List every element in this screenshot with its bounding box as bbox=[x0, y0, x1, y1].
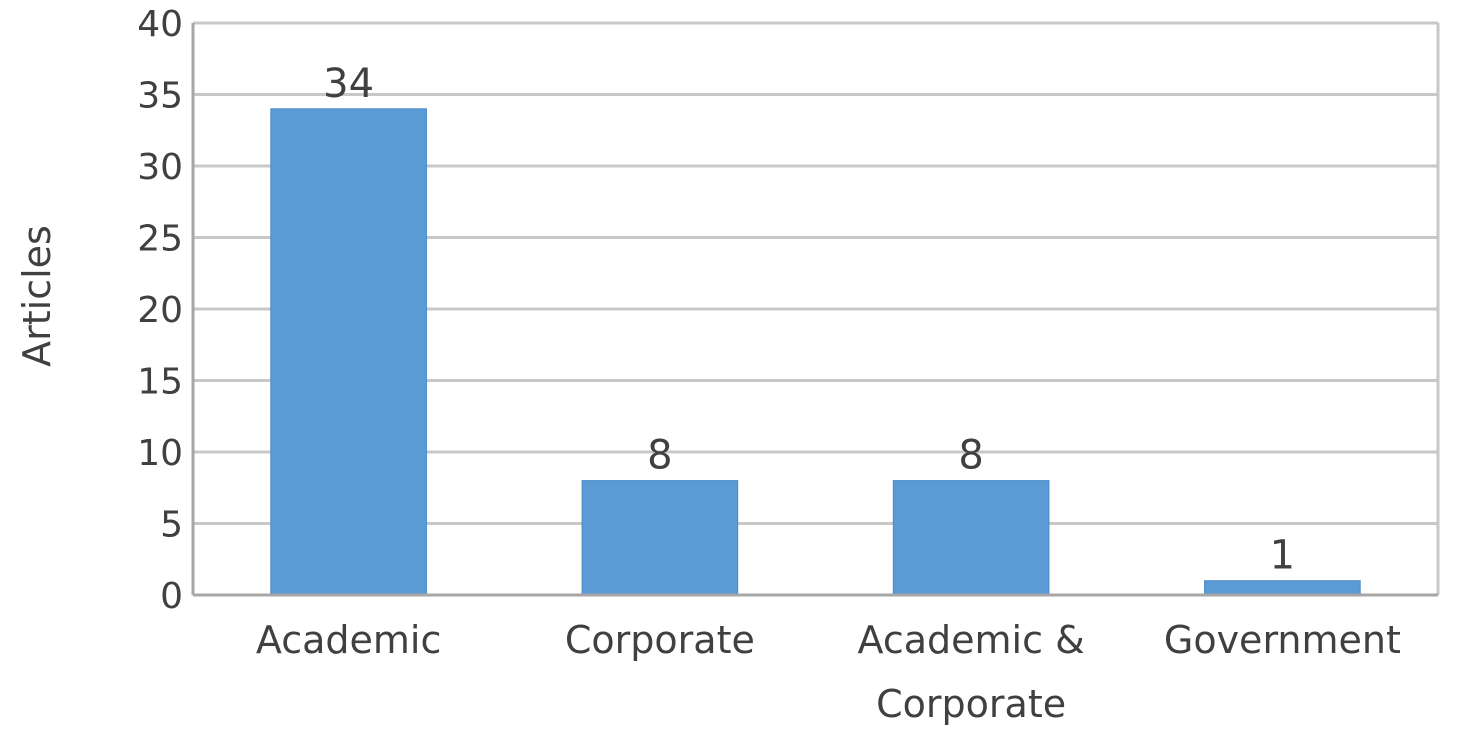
x-category-label: Academic & Corporate bbox=[858, 618, 1085, 726]
axes bbox=[191, 23, 1440, 597]
y-tick-label: 5 bbox=[160, 505, 183, 546]
data-label: 8 bbox=[958, 433, 983, 479]
y-tick-label: 10 bbox=[137, 433, 183, 474]
bar bbox=[1204, 580, 1361, 596]
y-tick-labels: 0 5 10 15 20 25 30 35 40 bbox=[137, 4, 183, 617]
data-labels: 34 8 8 1 bbox=[323, 61, 1295, 579]
bar bbox=[270, 108, 427, 596]
y-tick-label: 20 bbox=[137, 290, 183, 331]
x-category-label: Academic bbox=[256, 618, 441, 662]
y-tick-label: 25 bbox=[137, 219, 183, 260]
bars bbox=[270, 108, 1361, 596]
data-label: 34 bbox=[323, 61, 374, 107]
data-label: 1 bbox=[1270, 533, 1295, 579]
y-tick-label: 0 bbox=[160, 576, 183, 617]
data-label: 8 bbox=[647, 433, 672, 479]
x-category-label: Government bbox=[1164, 618, 1401, 662]
x-category-label: Corporate bbox=[565, 618, 755, 662]
x-category-labels: Academic Corporate Academic & Corporate Gove… bbox=[256, 618, 1401, 726]
y-tick-label: 30 bbox=[137, 147, 183, 188]
y-axis-title: Articles bbox=[15, 225, 59, 367]
bar bbox=[581, 480, 739, 596]
bar bbox=[892, 480, 1050, 596]
y-tick-label: 40 bbox=[137, 4, 183, 45]
y-tick-label: 35 bbox=[137, 76, 183, 117]
y-tick-label: 15 bbox=[137, 362, 183, 403]
